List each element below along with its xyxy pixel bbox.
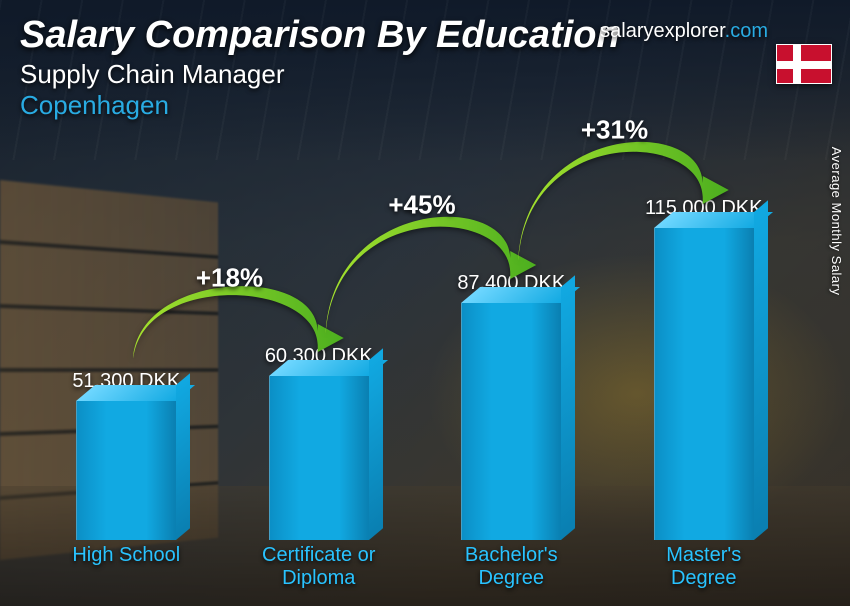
x-label-line1: High School (72, 544, 180, 566)
bar-chart: 51,300 DKK60,300 DKK87,400 DKK115,000 DK… (30, 140, 800, 588)
brand-domain: .com (725, 20, 768, 42)
bar (76, 401, 176, 540)
bar-side-face (176, 373, 190, 540)
title-block: Salary Comparison By Education Supply Ch… (20, 14, 620, 121)
bar-side-face (369, 348, 383, 540)
chart-title: Salary Comparison By Education (20, 14, 620, 57)
bar (269, 376, 369, 540)
bar-front-face (461, 303, 561, 540)
bar-side-face (561, 275, 575, 540)
bar-front-face (269, 376, 369, 540)
bar (654, 228, 754, 540)
brand-label: salaryexplorer.com (600, 20, 768, 43)
x-label: Master'sDegree (611, 540, 796, 588)
chart-city: Copenhagen (20, 90, 620, 121)
x-labels-container: High SchoolCertificate orDiplomaBachelor… (30, 540, 800, 588)
bar-front-face (654, 228, 754, 540)
x-label: High School (34, 540, 219, 588)
x-label-line2: Diploma (282, 567, 355, 589)
increment-pct-label: +18% (196, 263, 263, 294)
x-label-line1: Bachelor's (465, 544, 558, 566)
bar-front-face (76, 401, 176, 540)
y-axis-label: Average Monthly Salary (829, 147, 844, 296)
bar-slot: 115,000 DKK (611, 197, 796, 540)
bar-slot: 51,300 DKK (34, 370, 219, 540)
bar-slot: 60,300 DKK (226, 345, 411, 540)
increment-pct-label: +31% (581, 115, 648, 146)
bar-side-face (754, 200, 768, 540)
x-label-line1: Master's (666, 544, 741, 566)
increment-pct-label: +45% (388, 190, 455, 221)
x-label-line2: Degree (478, 567, 544, 589)
x-label: Bachelor'sDegree (419, 540, 604, 588)
chart-subtitle: Supply Chain Manager (20, 59, 620, 90)
brand-name: salaryexplorer (600, 20, 725, 42)
x-label-line1: Certificate or (262, 544, 375, 566)
infographic-canvas: Salary Comparison By Education Supply Ch… (0, 0, 850, 606)
bar-slot: 87,400 DKK (419, 272, 604, 540)
bar (461, 303, 561, 540)
flag-denmark-icon (776, 44, 832, 84)
x-label-line2: Degree (671, 567, 737, 589)
x-label: Certificate orDiploma (226, 540, 411, 588)
